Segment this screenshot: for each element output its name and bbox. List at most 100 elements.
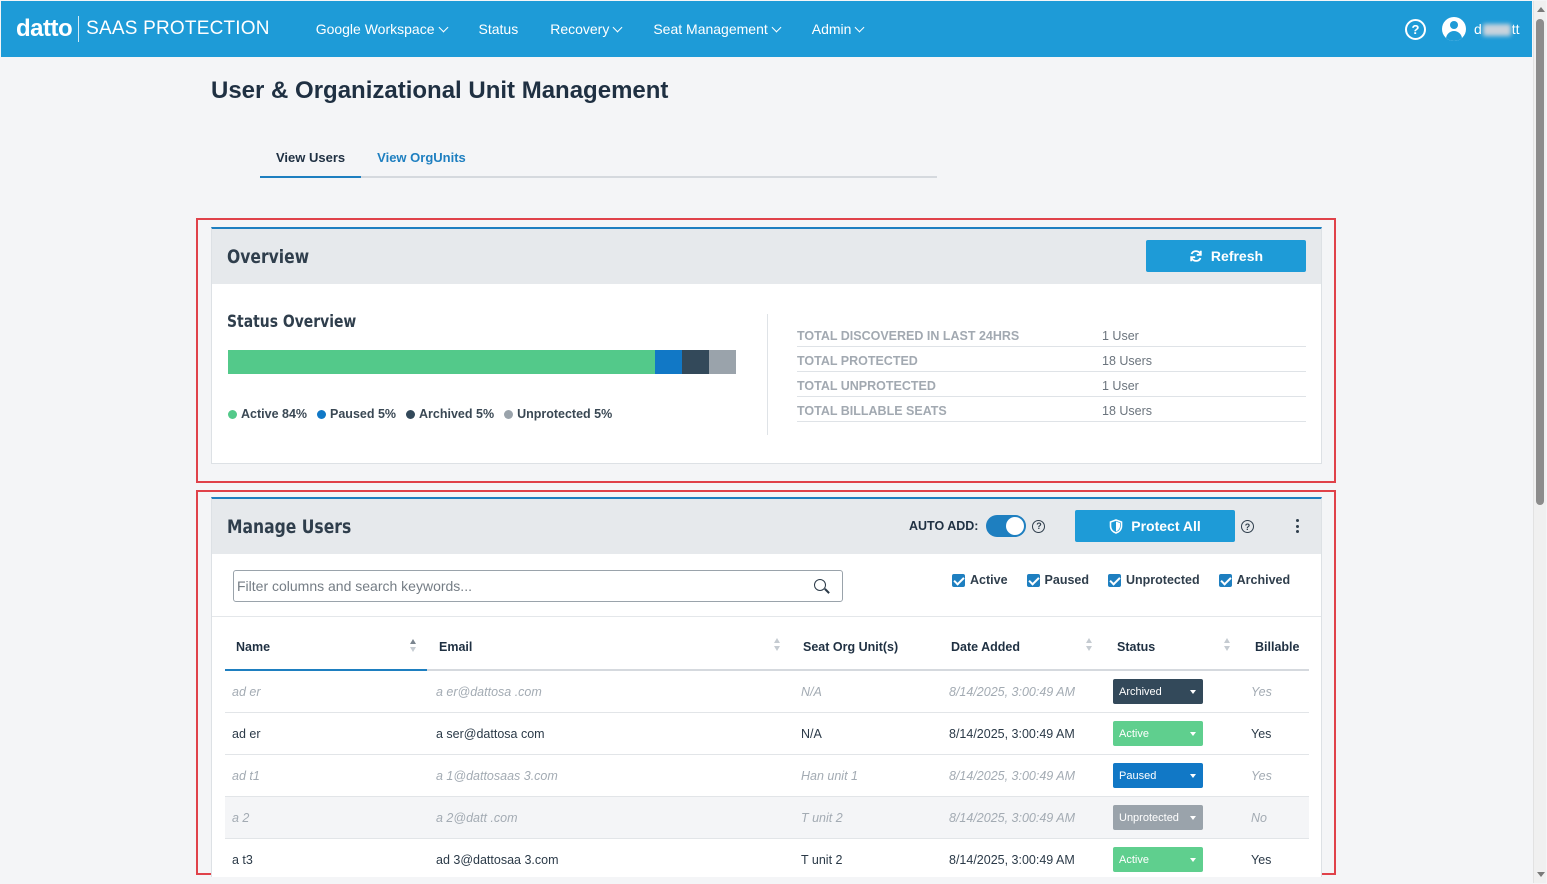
protect-all-button[interactable]: Protect All [1075,510,1235,542]
status-dropdown[interactable]: Archived [1113,679,1203,704]
datto-logo: datto [16,15,73,42]
status-dropdown[interactable]: Paused [1113,763,1203,788]
legend-label: Paused 5% [330,407,397,421]
checkbox-checked-icon[interactable] [1026,573,1040,587]
checkbox-checked-icon[interactable] [1218,573,1232,587]
bar-segment-archived [681,350,709,374]
highlight-overview [196,218,1336,483]
legend-dot [317,409,327,419]
column-label: Seat Org Unit(s) [803,639,899,654]
column-label: Name [236,639,271,654]
user-avatar-icon[interactable] [1442,17,1466,41]
user-name-end: tt [1511,21,1520,37]
nav-google-workspace[interactable]: Google Workspace [316,21,448,37]
user-name-cell: a t3 [232,852,253,867]
more-options-icon[interactable] [1295,519,1299,533]
overview-title: Overview [227,245,310,268]
sort-icon [1086,638,1093,654]
date-added-cell: 8/14/2025, 3:00:49 AM [949,684,1076,699]
table-row[interactable]: ad er a ser@dattosa com N/A 8/14/2025, 3:00… [225,713,1309,755]
table-row[interactable]: ad t1 a 1@dattosaas 3.com Han unit 1 8/14/2… [225,755,1309,797]
caret-down-icon [1190,732,1196,736]
refresh-icon [1190,250,1202,262]
filter-unprotected[interactable]: Unprotected [1108,573,1200,587]
refresh-button[interactable]: Refresh [1146,240,1306,272]
help-icon[interactable]: ? [1405,18,1426,40]
tab-view-orgunits[interactable]: View OrgUnits [377,150,466,165]
overview-header: Overview Refresh [212,229,1321,284]
caret-down-icon [1190,690,1196,694]
auto-add-help-icon[interactable]: ? [1032,519,1046,533]
legend-label: Active 84% [241,407,308,421]
table-separator [212,616,1321,617]
column-header-email[interactable]: Email [427,623,791,670]
date-added-cell: 8/14/2025, 3:00:49 AM [949,810,1076,825]
status-cell: Unprotected [1103,805,1241,830]
checkbox-checked-icon[interactable] [952,573,965,587]
filter-archived[interactable]: Archived [1218,573,1290,587]
table-body: ad er a er@dattosa .com N/A 8/14/2025, 3:00… [225,671,1309,877]
stat-row: TOTAL PROTECTED 18 Users [797,347,1306,372]
manage-users-title: Manage Users [227,515,352,538]
user-name-cell: ad er [232,726,261,741]
nav-admin[interactable]: Admin [812,21,865,37]
user-menu[interactable]: d tt [1474,21,1524,37]
chevron-down-icon [612,22,623,32]
nav-seat-management[interactable]: Seat Management [653,21,782,37]
product-name: SAAS PROTECTION [86,18,270,39]
view-tabs: View Users View OrgUnits [260,140,937,178]
legend-dot [228,409,237,419]
overview-stats: TOTAL DISCOVERED IN LAST 24HRS 1 User TOT… [797,322,1306,422]
nav-status[interactable]: Status [479,21,519,37]
table-row[interactable]: ad er a er@dattosa .com N/A 8/14/2025, 3:00… [225,671,1309,713]
caret-down-icon [1190,774,1196,778]
legend-active: Active 84% [228,407,307,421]
brand-divider [78,16,80,42]
status-cell: Active [1103,721,1241,746]
date-added-cell: 8/14/2025, 3:00:49 AM [949,726,1075,741]
tab-view-users[interactable]: View Users [260,140,362,178]
page-scrollbar[interactable] [1533,1,1546,883]
legend-dot [406,409,416,419]
scroll-down-arrow-icon[interactable] [1537,872,1545,877]
date-added-cell: 8/14/2025, 3:00:49 AM [949,852,1075,867]
protect-all-help-icon[interactable]: ? [1241,520,1254,533]
column-label: Status [1117,639,1156,654]
status-cell: Paused [1103,763,1241,788]
nav-label: Status [478,21,519,37]
checkbox-checked-icon[interactable] [1108,573,1121,587]
table-row[interactable]: a t3 ad 3@dattosaa 3.com T unit 2 8/14/2025… [225,839,1309,877]
search-icon[interactable] [814,579,826,591]
billable-cell: Yes [1251,684,1272,699]
column-header-status[interactable]: Status [1103,623,1241,670]
scroll-up-arrow-icon[interactable] [1537,7,1545,12]
column-label: Billable [1255,639,1300,654]
status-dropdown[interactable]: Active [1113,721,1203,746]
legend-archived: Archived 5% [406,407,494,421]
table-row[interactable]: a 2 a 2@datt .com T unit 2 8/14/2025, 3:00:… [225,797,1309,839]
column-header-date-added[interactable]: Date Added [939,623,1103,670]
overview-panel: Overview Refresh Status Overview Active … [211,227,1322,464]
status-label: Paused [1119,769,1157,782]
status-filters: Active Paused Unprotected Archived [952,573,1309,587]
billable-cell: No [1251,810,1267,825]
status-overview-title: Status Overview [227,312,357,332]
caret-down-icon [1190,816,1196,820]
stat-value: 18 Users [1102,404,1153,418]
shield-icon [1109,518,1123,534]
status-dropdown[interactable]: Active [1113,847,1203,872]
stat-label: TOTAL DISCOVERED IN LAST 24HRS [797,329,1020,343]
user-email-cell: a 1@dattosaas 3.com [436,768,558,783]
column-header-name[interactable]: Name [225,624,427,671]
status-dropdown[interactable]: Unprotected [1113,805,1203,830]
org-unit-cell: Han unit 1 [801,768,858,783]
stat-row: TOTAL DISCOVERED IN LAST 24HRS 1 User [797,322,1306,347]
scroll-thumb[interactable] [1536,19,1544,505]
filter-active[interactable]: Active [952,573,1008,587]
user-email-cell: a 2@datt .com [436,810,518,825]
nav-recovery[interactable]: Recovery [550,21,623,37]
search-input[interactable] [234,571,804,601]
filter-paused[interactable]: Paused [1026,573,1089,587]
brand[interactable]: datto SAAS PROTECTION [16,1,270,57]
auto-add-toggle[interactable] [986,515,1027,537]
